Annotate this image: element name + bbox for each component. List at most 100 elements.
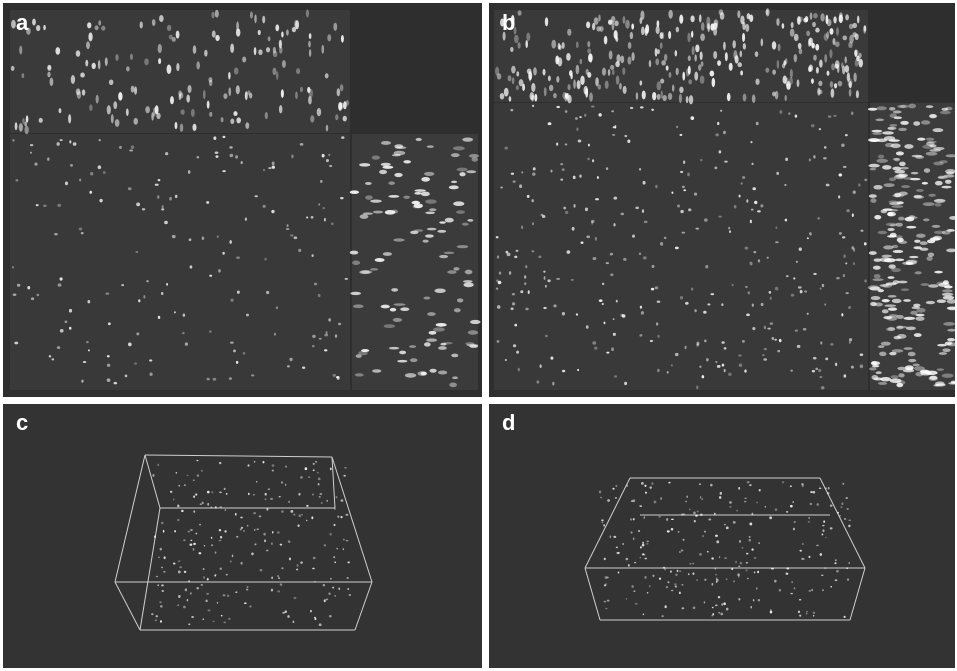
cell-dot (610, 535, 612, 538)
cell-dot (622, 543, 624, 545)
cell-dot (843, 274, 845, 277)
cell-dot (741, 182, 743, 184)
cell-dot (824, 54, 827, 63)
cell-dot (717, 122, 719, 125)
cell-dot (514, 256, 517, 259)
cell-dot (806, 613, 808, 615)
cell-dot (804, 291, 807, 293)
cell-dot (560, 179, 563, 181)
cell-dot (565, 211, 568, 214)
cell-dot (680, 296, 683, 300)
cell-dot (876, 371, 882, 374)
cell-dot (755, 51, 759, 57)
cell-dot (853, 73, 856, 82)
cell-dot (639, 17, 642, 24)
cell-dot (613, 223, 615, 226)
cell-dot (616, 552, 619, 554)
cell-dot (318, 294, 321, 297)
cell-dot (921, 120, 930, 124)
cell-dot (226, 493, 228, 495)
cell-dot (313, 557, 316, 559)
cell-dot (716, 540, 719, 543)
cell-dot (345, 278, 348, 280)
cell-dot (263, 461, 265, 464)
cell-dot (551, 40, 556, 49)
cell-dot (70, 164, 73, 167)
cell-dot (390, 308, 396, 312)
cell-dot (135, 251, 138, 253)
cell-dot (828, 487, 830, 490)
cell-dot (667, 530, 670, 532)
cell-dot (752, 304, 754, 307)
cell-dot (811, 589, 813, 592)
cell-dot (914, 240, 920, 243)
cell-dot (103, 171, 106, 174)
cell-dot (619, 83, 622, 90)
cell-dot (772, 41, 776, 49)
cell-dot (912, 306, 920, 309)
cell-dot (511, 66, 516, 74)
cell-dot (26, 115, 29, 122)
cell-dot (255, 195, 258, 197)
cell-dot (449, 185, 459, 189)
cell-dot (410, 358, 417, 362)
cell-dot (739, 195, 741, 198)
cell-dot (330, 578, 331, 580)
cell-dot (567, 84, 570, 90)
cell-dot (338, 323, 341, 326)
cell-dot (613, 318, 615, 320)
cell-dot (576, 65, 580, 75)
cell-dot (833, 115, 836, 117)
cell-dot (823, 520, 825, 523)
cell-dot (671, 519, 674, 520)
cell-dot (512, 77, 515, 84)
cell-dot (289, 358, 292, 361)
cell-dot (246, 314, 249, 317)
cell-dot (689, 509, 691, 511)
cell-dot (606, 577, 608, 579)
cell-dot (423, 240, 429, 243)
cell-dot (915, 271, 922, 274)
cell-dot (812, 22, 816, 27)
cell-dot (513, 344, 516, 347)
cell-dot (163, 530, 165, 533)
cell-dot (908, 104, 916, 109)
cell-dot (666, 518, 668, 521)
cell-dot (845, 134, 848, 136)
cell-dot (50, 78, 54, 87)
cell-dot (813, 615, 814, 617)
cell-dot (611, 347, 614, 351)
cell-dot (543, 69, 546, 76)
cell-dot (164, 556, 166, 559)
cell-dot (798, 286, 802, 288)
cell-dot (819, 59, 823, 67)
cell-dot (935, 203, 942, 207)
cell-dot (724, 524, 726, 526)
cell-dot (737, 10, 740, 18)
cell-dot (889, 177, 896, 181)
cell-dot (296, 564, 298, 567)
cell-dot (765, 506, 766, 507)
cell-dot (706, 17, 710, 26)
cell-dot (772, 337, 775, 340)
cell-dot (341, 35, 344, 43)
cell-dot (325, 73, 329, 78)
cell-dot (632, 234, 635, 237)
cell-dot (848, 519, 851, 521)
cell-dot (236, 21, 239, 31)
cell-dot (811, 78, 814, 83)
cell-dot (633, 590, 635, 592)
cell-dot (692, 572, 694, 575)
cell-dot (826, 184, 830, 187)
cell-dot (190, 529, 193, 531)
cell-dot (184, 484, 186, 486)
cell-dot (129, 150, 133, 152)
cell-dot (671, 364, 673, 366)
cell-dot (98, 165, 102, 169)
cell-dot (225, 509, 227, 511)
cell-dot (829, 49, 832, 58)
cell-dot (898, 128, 907, 131)
cell-dot (99, 199, 102, 202)
cell-dot (215, 35, 219, 41)
cell-dot (713, 27, 717, 35)
